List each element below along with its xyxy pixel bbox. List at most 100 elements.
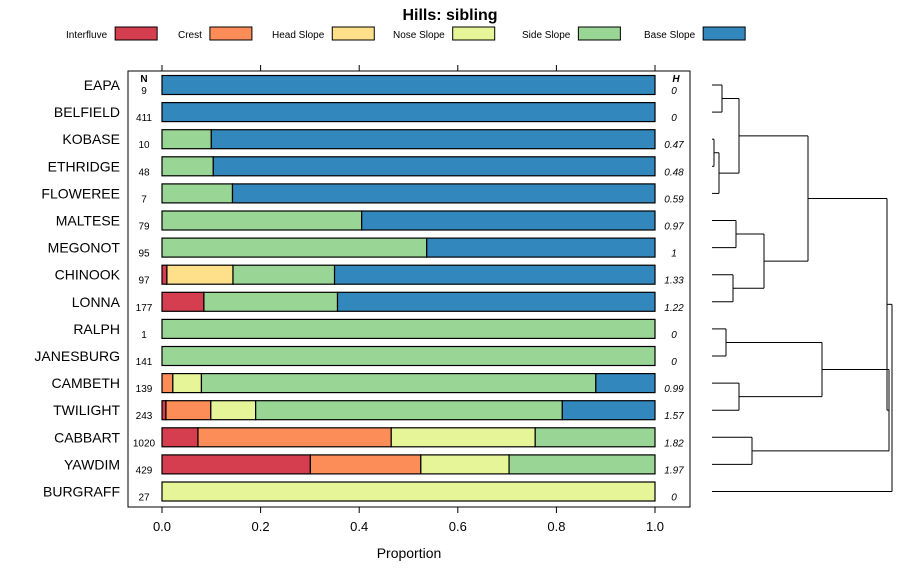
row-floweree: FLOWEREE 7 0.59: [41, 183, 684, 205]
bar-segment-crest: [197, 427, 392, 448]
row-megonot: MEGONOT 95 1: [48, 237, 677, 260]
legend-swatch: [331, 26, 375, 41]
h-value: 0: [671, 357, 677, 368]
n-value: 429: [136, 465, 153, 476]
x-tick-label: 0.8: [547, 519, 565, 534]
row-label: LONNA: [72, 294, 121, 310]
top-axis-ticks: [161, 65, 656, 71]
bar-segment-nose-slope: [390, 427, 536, 448]
h-value: 0: [671, 493, 677, 504]
n-value: 48: [138, 167, 150, 178]
row-label: FLOWEREE: [41, 185, 120, 201]
bar-segment-interfluve: [161, 427, 199, 448]
row-kobase: KOBASE 10 0.47: [62, 129, 684, 151]
row-belfield: BELFIELD 411 0: [54, 101, 677, 124]
bar-segment-side-slope: [161, 210, 363, 231]
bar-segment-base-slope: [426, 237, 656, 258]
bar-segment-nose-slope: [172, 373, 203, 394]
n-value: 411: [136, 113, 152, 124]
bar-segment-crest: [165, 400, 212, 421]
row-label: MEGONOT: [48, 240, 121, 256]
legend-label: Side Slope: [522, 30, 571, 41]
h-value: 1: [671, 249, 677, 260]
bar-segment-base-slope: [361, 210, 656, 231]
legend: Interfluve Crest Head Slope Nose Slope Side …: [66, 26, 746, 41]
legend-entry: Interfluve: [66, 26, 158, 41]
legend-swatch: [209, 26, 253, 41]
row-label: CHINOOK: [55, 267, 121, 283]
row-label: ETHRIDGE: [48, 158, 120, 174]
bar-segment-base-slope: [161, 101, 656, 123]
row-maltese: MALTESE 79 0.97: [56, 210, 684, 233]
bar-segment-base-slope: [212, 156, 656, 177]
row-chinook: CHINOOK 97 1.33: [55, 264, 684, 287]
bar-segment-head-slope: [166, 264, 234, 285]
bar-segment-side-slope: [508, 454, 656, 475]
legend-entry: Base Slope: [644, 26, 746, 41]
legend-label: Crest: [178, 30, 202, 41]
bar-segment-nose-slope: [210, 400, 257, 421]
row-label: JANESBURG: [34, 348, 120, 364]
n-value: 139: [136, 384, 153, 395]
plot-frame: [127, 70, 691, 508]
row-burgraff: BURGRAFF 27 0: [43, 481, 677, 504]
h-value: 0: [671, 330, 677, 341]
h-value: 0.48: [664, 167, 684, 178]
row-cambeth: CAMBETH 139 0.99: [52, 373, 684, 395]
row-label: EAPA: [84, 77, 121, 93]
bar-segment-base-slope: [161, 74, 656, 96]
row-label: BELFIELD: [54, 104, 120, 120]
legend-label: Base Slope: [644, 30, 696, 41]
x-tick-label: 0.6: [449, 519, 467, 534]
x-tick-label: 0.4: [350, 519, 368, 534]
n-value: 243: [136, 411, 153, 422]
h-value: 1.33: [664, 276, 684, 287]
bar-segment-side-slope: [200, 373, 597, 394]
h-value: 0: [671, 86, 677, 97]
h-value: 0: [671, 113, 677, 124]
row-label: MALTESE: [56, 213, 120, 229]
h-value: 1.82: [664, 438, 684, 449]
bar-segment-side-slope: [232, 264, 336, 285]
bar-segment-interfluve: [161, 291, 205, 312]
n-value: 1020: [133, 438, 156, 449]
n-value: 79: [138, 222, 150, 233]
row-ethridge: ETHRIDGE 48 0.48: [48, 156, 684, 178]
h-value: 0.59: [664, 194, 684, 205]
h-value: 1.97: [664, 465, 684, 476]
bar-segment-side-slope: [161, 237, 428, 258]
x-tick-label: 1.0: [646, 519, 664, 534]
bar-segment-nose-slope: [420, 454, 510, 475]
x-axis: 0.0 0.2 0.4 0.6 0.8 1.0: [153, 507, 664, 534]
row-label: CAMBETH: [52, 375, 120, 391]
n-value: 1: [141, 330, 147, 341]
row-label: YAWDIM: [64, 456, 120, 472]
n-value: 97: [138, 276, 150, 287]
bar-segment-side-slope: [161, 183, 234, 204]
legend-swatch: [702, 26, 746, 41]
h-value: 0.47: [664, 140, 684, 151]
bar-segment-crest: [309, 454, 422, 475]
bar-segment-side-slope: [161, 129, 212, 150]
n-value: 27: [138, 493, 150, 504]
bar-segment-side-slope: [534, 427, 656, 448]
bar-segment-side-slope: [161, 156, 214, 177]
bar-segment-base-slope: [210, 129, 656, 150]
row-twilight: TWILIGHT 243 1.57: [53, 400, 684, 422]
bar-segment-base-slope: [595, 373, 656, 394]
row-ralph: RALPH 1 0: [73, 318, 677, 341]
legend-entry: Nose Slope: [393, 26, 496, 41]
row-yawdim: YAWDIM 429 1.97: [64, 454, 684, 476]
h-value: 1.22: [664, 303, 684, 314]
row-label: RALPH: [73, 321, 120, 337]
bar-rows: EAPA 9 0 BELFIELD 411 0 KOBASE 10 0.47 ETHRIDGE 48…: [34, 74, 684, 504]
row-eapa: EAPA 9 0: [84, 74, 677, 97]
x-tick-label: 0.0: [153, 519, 171, 534]
row-lonna: LONNA 177 1.22: [72, 291, 684, 314]
h-value: 0.97: [664, 222, 684, 233]
row-cabbart: CABBART 1020 1.82: [54, 427, 684, 449]
legend-entry: Side Slope: [522, 26, 621, 41]
bar-segment-base-slope: [333, 264, 656, 285]
bar-segment-base-slope: [336, 291, 656, 312]
